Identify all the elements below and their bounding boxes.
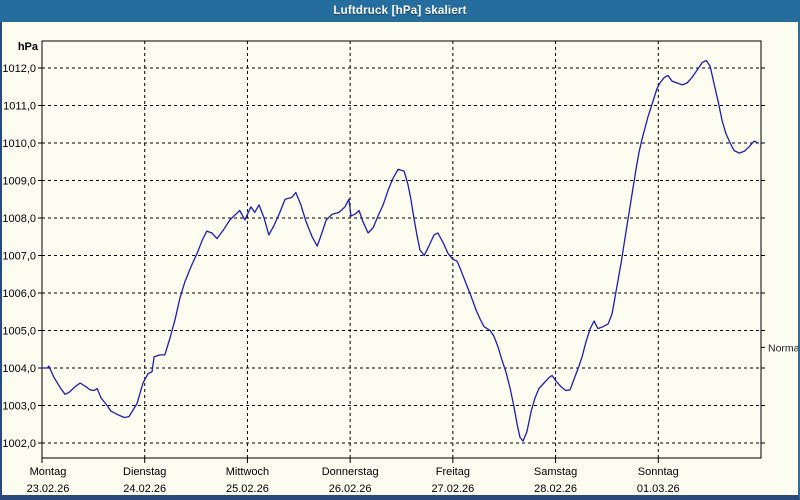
window-title: Luftdruck [hPa] skaliert (333, 5, 467, 17)
y-axis-tick-label: 1007,0 (2, 251, 36, 263)
normal-label: Normal (768, 342, 798, 354)
day-name-label: Donnerstag (322, 466, 379, 478)
y-axis-tick-label: 1011,0 (3, 101, 36, 113)
y-axis-tick-label: 1009,0 (2, 176, 36, 188)
y-axis-tick-label: 1008,0 (2, 213, 36, 225)
chart-body: 1012,0 1011,0 1010,0 1009,0 1008,0 1007,0 1006… (0, 22, 800, 500)
y-axis-tick-label: 1012,0 (2, 63, 36, 75)
day-date-label: 25.02.26 (226, 483, 269, 495)
day-name-label: Dienstag (123, 466, 166, 478)
day-date-label: 27.02.26 (431, 483, 474, 495)
y-axis-tick-label: 1003,0 (2, 401, 36, 413)
day-name-label: Sonntag (638, 466, 679, 478)
day-name-label: Mittwoch (226, 466, 269, 478)
y-axis-tick-label: 1002,0 (2, 438, 36, 450)
y-axis-tick-label: 1006,0 (2, 288, 36, 300)
day-date-label: 24.02.26 (123, 483, 166, 495)
pressure-line (41, 59, 759, 442)
title-bar: Luftdruck [hPa] skaliert (0, 0, 800, 22)
day-name-label: Freitag (436, 466, 470, 478)
day-date-label: 28.02.26 (534, 483, 577, 495)
y-axis-tick-label: 1004,0 (2, 363, 36, 375)
y-axis-tick-label: 1010,0 (2, 138, 36, 150)
plot-border (41, 40, 762, 459)
day-date-label: 26.02.26 (329, 483, 372, 495)
day-name-label: Montag (30, 466, 67, 478)
y-axis-unit-label: hPa (18, 41, 39, 53)
day-name-label: Samstag (534, 466, 577, 478)
pressure-chart: 1012,0 1011,0 1010,0 1009,0 1008,0 1007,0 1006… (2, 40, 798, 495)
y-axis-tick-label: 1005,0 (2, 326, 36, 338)
day-date-label: 23.02.26 (27, 483, 70, 495)
day-date-label: 01.03.26 (637, 483, 680, 495)
